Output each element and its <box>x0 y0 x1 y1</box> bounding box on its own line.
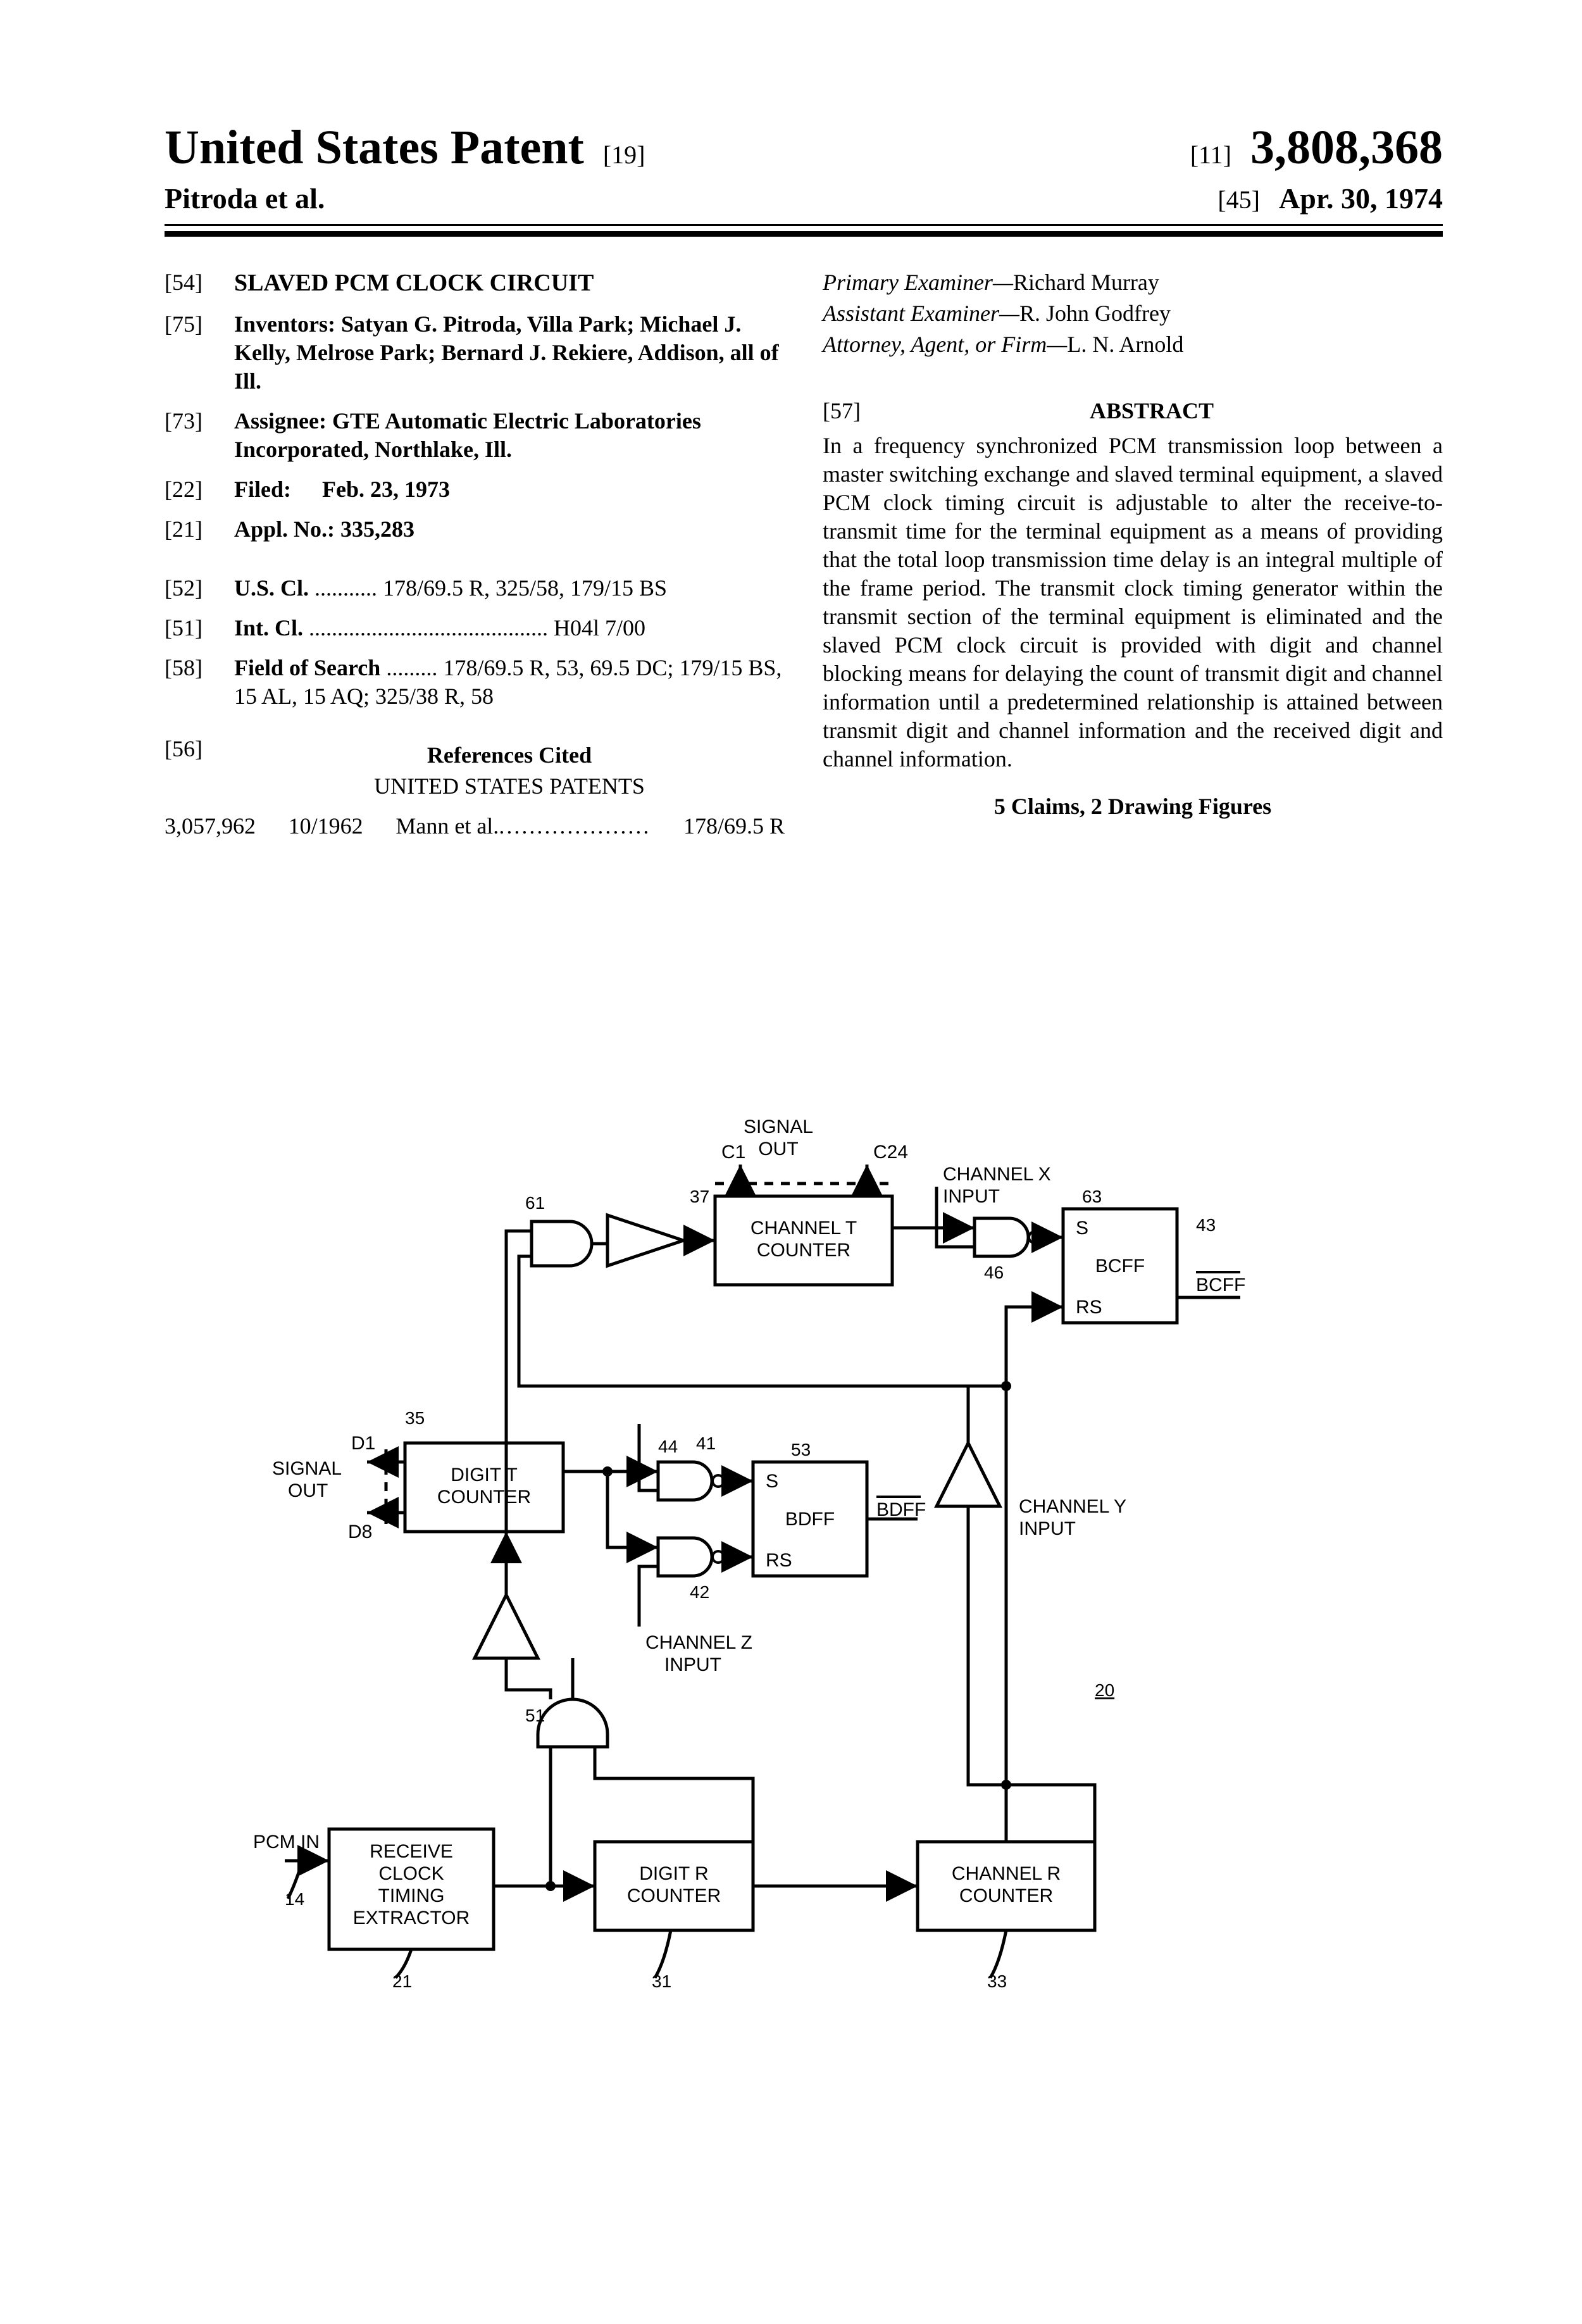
patent-number: 3,808,368 <box>1250 120 1443 175</box>
svg-text:33: 33 <box>987 1971 1007 1991</box>
patent-date: Apr. 30, 1974 <box>1279 182 1443 215</box>
svg-text:SIGNAL: SIGNAL <box>744 1116 813 1137</box>
svg-text:COUNTER: COUNTER <box>437 1487 531 1508</box>
svg-text:35: 35 <box>405 1408 425 1428</box>
svg-text:21: 21 <box>392 1971 412 1991</box>
svg-text:CHANNEL R: CHANNEL R <box>952 1863 1061 1884</box>
svg-text:BCFF: BCFF <box>1196 1275 1245 1296</box>
svg-text:51: 51 <box>525 1706 545 1725</box>
claims-line: 5 Claims, 2 Drawing Figures <box>823 792 1443 821</box>
field-56: [56] References Cited UNITED STATES PATE… <box>165 735 785 801</box>
field-75: [75] Inventors: Satyan G. Pitroda, Villa… <box>165 310 785 396</box>
svg-text:RS: RS <box>766 1550 792 1571</box>
header-left: United States Patent [19] <box>165 120 645 175</box>
columns: [54] SLAVED PCM CLOCK CIRCUIT [75] Inven… <box>165 268 1443 840</box>
svg-text:CHANNEL Z: CHANNEL Z <box>645 1632 752 1653</box>
svg-text:53: 53 <box>791 1440 811 1459</box>
abstract-body: In a frequency synchronized PCM transmis… <box>823 432 1443 773</box>
code-19: [19] <box>603 140 645 170</box>
svg-text:42: 42 <box>690 1582 709 1602</box>
header-row2: Pitroda et al. [45] Apr. 30, 1974 <box>165 182 1443 215</box>
svg-text:41: 41 <box>696 1434 716 1453</box>
reference-row: 3,057,962 10/1962 Mann et al............… <box>165 812 785 840</box>
attorney: Attorney, Agent, or Firm—L. N. Arnold <box>823 330 1443 359</box>
svg-text:INPUT: INPUT <box>943 1186 1000 1207</box>
code-45: [45] <box>1218 185 1260 215</box>
svg-text:37: 37 <box>690 1187 709 1206</box>
field-21: [21] Appl. No.: 335,283 <box>165 515 785 544</box>
svg-text:COUNTER: COUNTER <box>757 1240 850 1261</box>
svg-text:INPUT: INPUT <box>1019 1518 1076 1539</box>
svg-text:S: S <box>766 1471 778 1492</box>
svg-text:14: 14 <box>285 1889 304 1909</box>
svg-text:20: 20 <box>1095 1680 1114 1700</box>
svg-text:31: 31 <box>652 1971 671 1991</box>
abstract-header: [57] ABSTRACT <box>823 378 1443 425</box>
svg-text:COUNTER: COUNTER <box>627 1885 721 1906</box>
svg-text:CHANNEL Y: CHANNEL Y <box>1019 1496 1126 1517</box>
field-51: [51] Int. Cl. ..........................… <box>165 614 785 642</box>
svg-text:BDFF: BDFF <box>785 1509 835 1530</box>
patent-page: United States Patent [19] [11] 3,808,368… <box>0 0 1582 2324</box>
left-column: [54] SLAVED PCM CLOCK CIRCUIT [75] Inven… <box>165 268 785 840</box>
svg-text:PCM IN: PCM IN <box>253 1832 320 1852</box>
right-column: Primary Examiner—Richard Murray Assistan… <box>823 268 1443 840</box>
svg-text:CHANNEL X: CHANNEL X <box>943 1164 1051 1185</box>
svg-text:OUT: OUT <box>288 1480 328 1501</box>
svg-text:43: 43 <box>1196 1215 1216 1235</box>
authors: Pitroda et al. <box>165 182 325 215</box>
svg-text:D8: D8 <box>348 1521 372 1542</box>
svg-text:S: S <box>1076 1218 1088 1239</box>
svg-text:46: 46 <box>984 1263 1004 1282</box>
svg-text:C24: C24 <box>873 1142 908 1163</box>
rule-thin <box>165 224 1443 226</box>
code-11: [11] <box>1190 140 1231 170</box>
svg-text:COUNTER: COUNTER <box>959 1885 1053 1906</box>
svg-text:OUT: OUT <box>758 1139 798 1159</box>
header-row: United States Patent [19] [11] 3,808,368 <box>165 120 1443 175</box>
svg-text:SIGNAL: SIGNAL <box>272 1458 342 1479</box>
primary-examiner: Primary Examiner—Richard Murray <box>823 268 1443 297</box>
svg-text:BDFF: BDFF <box>876 1499 926 1520</box>
svg-text:RS: RS <box>1076 1297 1102 1318</box>
field-52: [52] U.S. Cl. ........... 178/69.5 R, 32… <box>165 574 785 603</box>
svg-text:63: 63 <box>1082 1187 1102 1206</box>
svg-text:C1: C1 <box>721 1142 745 1163</box>
rule-thick <box>165 231 1443 237</box>
svg-text:INPUT: INPUT <box>664 1654 721 1675</box>
svg-text:61: 61 <box>525 1193 545 1213</box>
block-channel-t: CHANNEL T <box>751 1218 857 1239</box>
field-54: [54] SLAVED PCM CLOCK CIRCUIT <box>165 268 785 299</box>
svg-text:44: 44 <box>658 1437 678 1456</box>
field-22: [22] Filed: Feb. 23, 1973 <box>165 475 785 504</box>
svg-text:DIGIT R: DIGIT R <box>639 1863 708 1884</box>
header-right: [11] 3,808,368 <box>1190 120 1443 175</box>
svg-text:D1: D1 <box>351 1433 375 1454</box>
circuit-diagram: CHANNEL T COUNTER S BCFF RS DIGIT T COUN… <box>253 1108 1361 2152</box>
svg-text:BCFF: BCFF <box>1095 1256 1145 1277</box>
svg-text:CLOCK: CLOCK <box>378 1863 444 1884</box>
usp-title: United States Patent <box>165 120 584 175</box>
svg-text:RECEIVE: RECEIVE <box>370 1841 453 1862</box>
field-73: [73] Assignee: GTE Automatic Electric La… <box>165 407 785 464</box>
assistant-examiner: Assistant Examiner—R. John Godfrey <box>823 299 1443 328</box>
svg-text:EXTRACTOR: EXTRACTOR <box>353 1908 470 1928</box>
svg-text:TIMING: TIMING <box>378 1885 445 1906</box>
field-58: [58] Field of Search ......... 178/69.5 … <box>165 654 785 711</box>
